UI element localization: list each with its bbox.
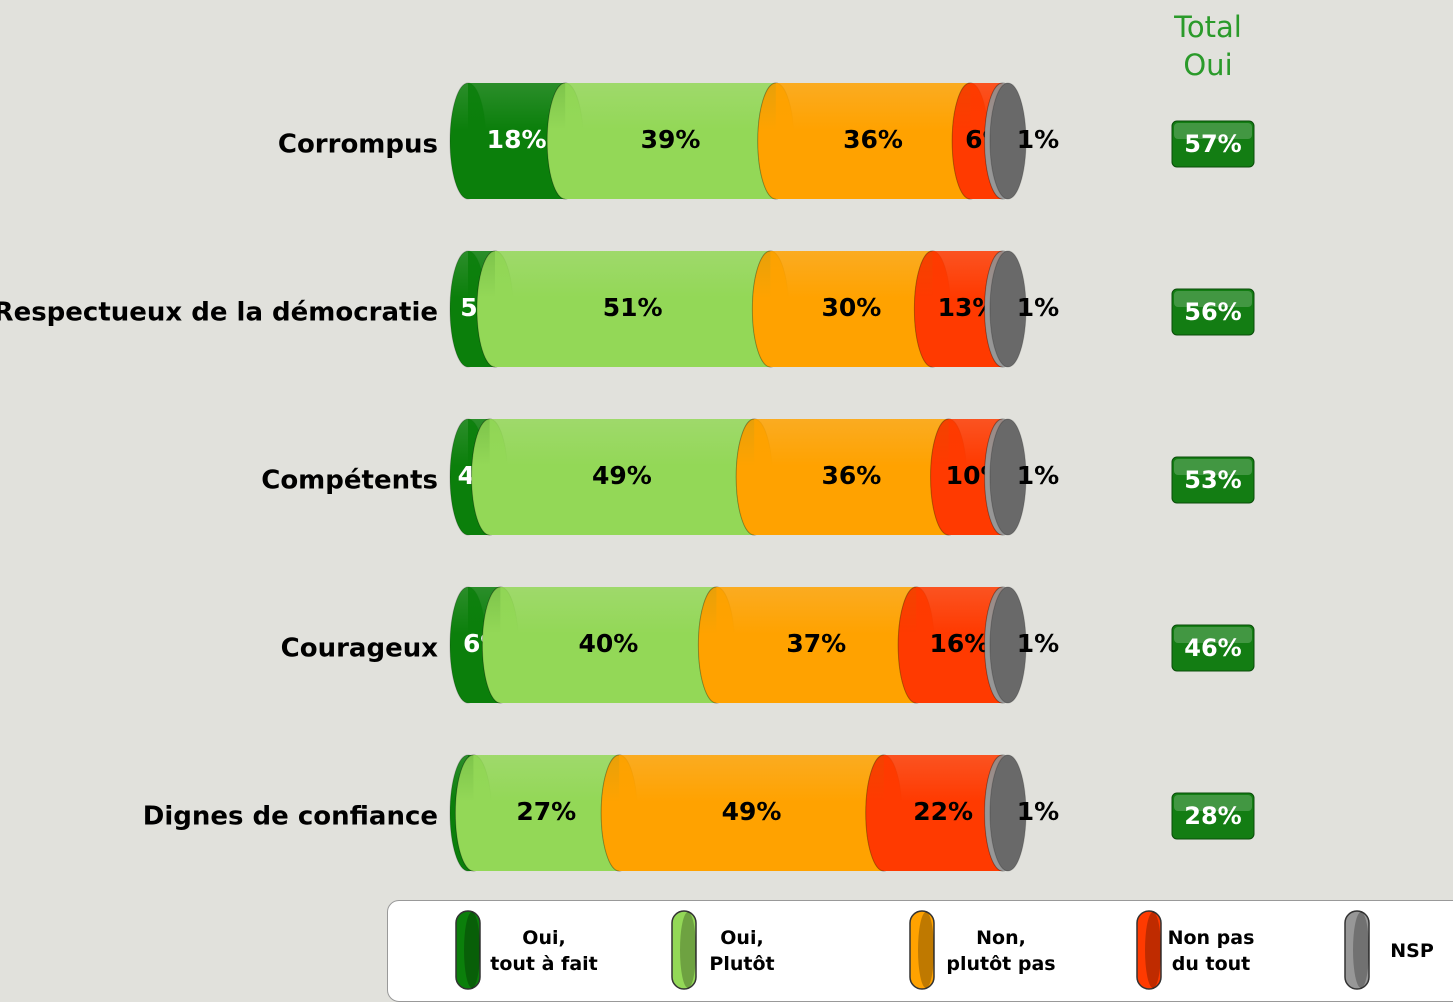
value-label: 18% [487, 125, 547, 154]
value-label: 36% [843, 125, 903, 154]
value-label: 22% [913, 797, 973, 826]
value-label: 16% [929, 629, 989, 658]
total-box [1171, 456, 1255, 504]
legend-icons [455, 910, 1370, 990]
legend-icon [909, 910, 935, 990]
legend-icon-cap [464, 912, 480, 988]
category-label: Respectueux de la démocratie [0, 298, 438, 328]
category-label: Corrompus [278, 130, 438, 160]
cylinder-body [565, 83, 776, 199]
cylinder-cap-shade [990, 83, 1026, 199]
legend-icon-cap [918, 912, 934, 988]
legend-label: Non pas du tout [1167, 927, 1255, 975]
value-label: 1% [1017, 125, 1059, 154]
total-label: 28% [1184, 802, 1241, 830]
value-label: 1% [1017, 293, 1059, 322]
cylinder-cap-shade [990, 251, 1026, 367]
total-label: 46% [1184, 634, 1241, 662]
value-label: 39% [641, 125, 701, 154]
value-label: 49% [592, 461, 652, 490]
cylinder-body [473, 755, 620, 871]
total-box [1171, 120, 1255, 168]
total-box-bg [1171, 624, 1255, 672]
value-label: 27% [516, 797, 576, 826]
cylinder-body [489, 419, 755, 535]
value-label: 51% [603, 293, 663, 322]
cylinder-segment [984, 82, 1027, 200]
value-label: 30% [821, 293, 881, 322]
total-box [1171, 792, 1255, 840]
total-box [1171, 288, 1255, 336]
cylinder-cap-shade [990, 419, 1026, 535]
value-label: 37% [786, 629, 846, 658]
cylinder-body [716, 587, 917, 703]
cylinder-body [754, 419, 949, 535]
cylinder-body [500, 587, 717, 703]
total-label: 56% [1184, 298, 1241, 326]
legend: Oui, tout à fait Oui, Plutôt Non, plutôt p… [387, 900, 1453, 1002]
cylinder-body [883, 755, 1003, 871]
legend-icon-cap [1353, 912, 1369, 988]
cylinder-segment [984, 418, 1027, 536]
legend-label: Oui, Plutôt [709, 927, 775, 975]
cylinder-right-cap [989, 418, 1027, 536]
cylinder-body [619, 755, 884, 871]
cylinder-body [775, 83, 971, 199]
total-box-bg [1171, 456, 1255, 504]
cylinder-right-cap [989, 82, 1027, 200]
legend-icon-cap [680, 912, 696, 988]
cylinder-body [495, 251, 771, 367]
category-label: Courageux [281, 634, 439, 664]
total-label: 53% [1184, 466, 1241, 494]
total-box [1171, 624, 1255, 672]
cylinder-right-cap [989, 250, 1027, 368]
total-box-shine [1174, 627, 1252, 643]
cylinder-cap-shade [990, 755, 1026, 871]
total-box-shine [1174, 795, 1252, 811]
total-box-bg [1171, 792, 1255, 840]
cylinder-body [770, 251, 933, 367]
value-label: 40% [578, 629, 638, 658]
total-box-shine [1174, 291, 1252, 307]
total-label: 57% [1184, 130, 1241, 158]
total-box-bg [1171, 288, 1255, 336]
legend-label: NSP [1390, 940, 1434, 962]
legend-label: Non, plutôt pas [946, 927, 1056, 975]
legend-icon [1136, 910, 1162, 990]
cylinder-segment [984, 754, 1027, 872]
cylinder-segment [984, 250, 1027, 368]
total-title: Total Oui [1174, 10, 1242, 82]
total-box-bg [1171, 120, 1255, 168]
cylinder-cap-shade [990, 587, 1026, 703]
value-label: 36% [821, 461, 881, 490]
legend-label: Oui, tout à fait [490, 927, 598, 975]
cylinder-right-cap [989, 754, 1027, 872]
total-box-shine [1174, 459, 1252, 475]
value-label: 49% [722, 797, 782, 826]
legend-icon [671, 910, 697, 990]
category-label: Compétents [261, 466, 438, 496]
legend-icon [1344, 910, 1370, 990]
cylinder-right-cap [989, 586, 1027, 704]
value-label: 1% [1017, 629, 1059, 658]
cylinder-segment [984, 586, 1027, 704]
value-label: 1% [1017, 797, 1059, 826]
category-label: Dignes de confiance [143, 802, 438, 832]
legend-icon [455, 910, 481, 990]
value-label: 1% [1017, 461, 1059, 490]
legend-icon-cap [1145, 912, 1161, 988]
total-box-shine [1174, 123, 1252, 139]
